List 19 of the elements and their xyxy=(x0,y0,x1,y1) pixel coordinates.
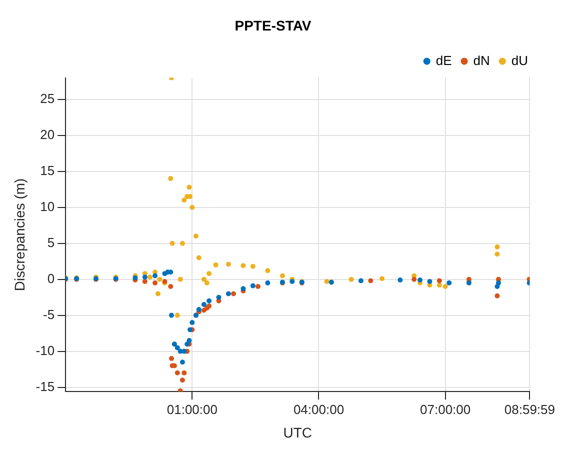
chart-title: PPTE-STAV xyxy=(234,17,312,34)
y-tick-label: 15 xyxy=(40,162,55,178)
y-tick-label: -5 xyxy=(43,306,55,322)
y-tick-label: 10 xyxy=(40,198,55,214)
y-axis-title: Discrepancies (m) xyxy=(11,178,28,292)
y-tick-label: 20 xyxy=(40,126,55,142)
x-tick-label: 07:00:00 xyxy=(420,402,471,417)
x-tick-label: 08:59:59 xyxy=(504,402,556,417)
legend-label: dE xyxy=(436,52,452,68)
y-tick-label: -15 xyxy=(36,378,55,394)
x-tick-label: 01:00:00 xyxy=(166,402,218,417)
legend-label: dU xyxy=(511,52,528,68)
y-tick-label: -10 xyxy=(36,342,55,358)
y-tick-label: 5 xyxy=(47,234,55,250)
y-tick-label: 0 xyxy=(47,270,55,286)
x-axis-title: UTC xyxy=(283,424,312,440)
legend-label: dN xyxy=(473,52,490,68)
x-tick-label: 04:00:00 xyxy=(293,402,344,417)
y-tick-label: 25 xyxy=(40,90,55,106)
